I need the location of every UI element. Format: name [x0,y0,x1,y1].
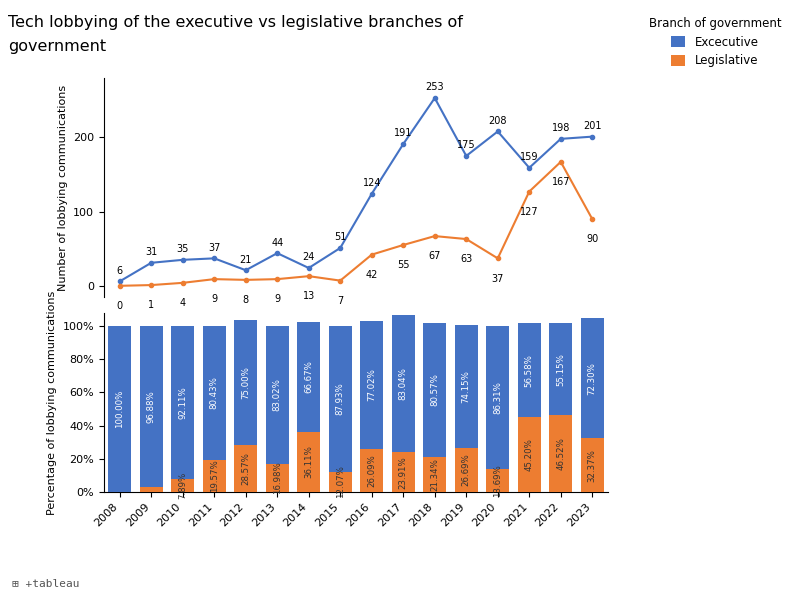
Bar [298,322,320,432]
Text: 72.30%: 72.30% [588,362,597,395]
Text: 191: 191 [394,128,413,139]
Text: 46.52%: 46.52% [556,437,566,470]
Bar [109,326,131,492]
Bar [550,323,572,415]
Text: 6: 6 [117,266,123,276]
Text: 96.88%: 96.88% [146,390,156,423]
Y-axis label: Number of lobbying communications: Number of lobbying communications [58,85,67,290]
Text: 42: 42 [366,270,378,280]
Text: 45.20%: 45.20% [525,438,534,471]
Bar [361,321,383,449]
Text: 4: 4 [180,298,186,308]
Text: government: government [8,39,106,54]
Text: 36.11%: 36.11% [304,446,314,478]
Bar [234,320,257,445]
Bar [298,432,320,492]
Text: 31: 31 [145,247,158,257]
Bar [140,326,162,487]
Bar [423,457,446,492]
Text: 9: 9 [211,295,218,304]
Text: 66.67%: 66.67% [304,361,314,393]
Text: 24: 24 [302,253,315,262]
Bar [455,325,478,448]
Bar [518,417,541,492]
Text: 9: 9 [274,295,280,304]
Text: 175: 175 [457,140,475,151]
Text: 12.07%: 12.07% [336,466,345,499]
Text: 13.69%: 13.69% [494,464,502,497]
Text: 201: 201 [583,121,602,131]
Text: 7.89%: 7.89% [178,472,187,499]
Text: 55: 55 [397,260,410,270]
Bar [392,314,414,452]
Text: 35: 35 [177,244,189,254]
Text: 74.15%: 74.15% [462,370,470,403]
Text: 19.57%: 19.57% [210,460,218,492]
Text: 28.57%: 28.57% [242,452,250,485]
Bar [203,460,226,492]
Text: 124: 124 [362,178,381,188]
Text: 208: 208 [489,116,507,126]
Bar [486,469,509,492]
Text: ⊞ +tableau: ⊞ +tableau [12,579,79,589]
Bar [455,448,478,492]
Bar [392,452,414,492]
Text: 100.00%: 100.00% [115,390,124,428]
Text: Tech lobbying of the executive vs legislative branches of: Tech lobbying of the executive vs legisl… [8,15,463,30]
Bar [550,415,572,492]
Text: 37: 37 [491,274,504,284]
Bar [234,445,257,492]
Text: 0: 0 [117,301,123,311]
Text: 87.93%: 87.93% [336,383,345,415]
Text: 21: 21 [239,254,252,265]
Bar [203,326,226,460]
Bar [518,323,541,417]
Text: 55.15%: 55.15% [556,353,566,386]
Text: 26.69%: 26.69% [462,454,470,486]
Y-axis label: Percentage of lobbying communications: Percentage of lobbying communications [47,290,57,515]
Text: 83.04%: 83.04% [398,367,408,400]
Text: 44: 44 [271,238,283,248]
Bar [329,472,351,492]
Text: 56.58%: 56.58% [525,353,534,386]
Text: 80.43%: 80.43% [210,376,218,409]
Text: 37: 37 [208,243,221,253]
Bar [171,479,194,492]
Text: 63: 63 [460,254,472,265]
Text: 92.11%: 92.11% [178,386,187,419]
Bar [361,449,383,492]
Text: 1: 1 [148,301,154,310]
Text: 8: 8 [242,295,249,305]
Bar [266,326,289,464]
Text: 86.31%: 86.31% [494,381,502,414]
Bar [486,326,509,469]
Text: 16.98%: 16.98% [273,461,282,494]
Text: 198: 198 [551,124,570,133]
Bar [140,487,162,492]
Bar [581,439,603,492]
Bar [266,464,289,492]
Text: 253: 253 [426,82,444,92]
Text: 32.37%: 32.37% [588,449,597,482]
Text: 159: 159 [520,152,538,162]
Text: 167: 167 [551,177,570,187]
Bar [581,319,603,439]
Text: 67: 67 [429,251,441,262]
Text: 80.57%: 80.57% [430,373,439,406]
Text: 83.02%: 83.02% [273,379,282,412]
Text: 21.34%: 21.34% [430,458,439,491]
Text: 26.09%: 26.09% [367,454,376,487]
Text: 51: 51 [334,232,346,242]
Text: 7: 7 [337,296,343,306]
Text: 127: 127 [520,207,538,217]
Bar [423,323,446,457]
Text: 90: 90 [586,234,598,244]
Text: 77.02%: 77.02% [367,368,376,401]
Text: 23.91%: 23.91% [398,456,408,488]
Text: 13: 13 [302,292,315,301]
Text: 75.00%: 75.00% [242,366,250,399]
Legend: Excecutive, Legislative: Excecutive, Legislative [644,12,786,72]
Bar [329,326,351,472]
Bar [171,326,194,479]
